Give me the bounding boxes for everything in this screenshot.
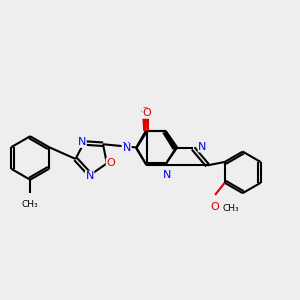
Text: N: N <box>85 171 94 181</box>
Text: CH₃: CH₃ <box>22 200 38 209</box>
Text: N: N <box>123 143 131 153</box>
Text: N: N <box>198 142 207 152</box>
Text: O: O <box>210 202 219 212</box>
Text: N: N <box>122 142 130 152</box>
Text: N: N <box>78 137 86 147</box>
Text: N: N <box>162 170 171 181</box>
Text: O: O <box>106 158 115 168</box>
Text: O: O <box>142 108 151 118</box>
Text: CH₃: CH₃ <box>222 205 239 214</box>
Text: O: O <box>140 106 149 117</box>
